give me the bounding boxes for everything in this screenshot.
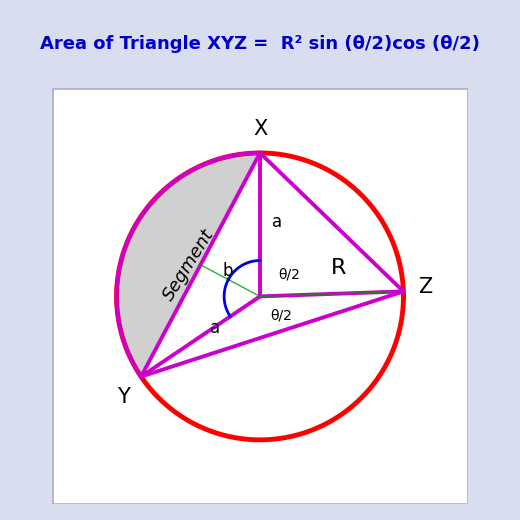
Text: R: R — [331, 258, 346, 278]
Text: Segment: Segment — [159, 226, 217, 304]
Text: b: b — [222, 262, 233, 280]
Text: Z: Z — [418, 277, 432, 297]
Text: θ/2: θ/2 — [278, 268, 300, 282]
Text: Y: Y — [116, 387, 129, 407]
Text: Area of Triangle XYZ =  R² sin (θ/2)cos (θ/2): Area of Triangle XYZ = R² sin (θ/2)cos (… — [40, 35, 480, 53]
Text: X: X — [253, 119, 267, 139]
Text: a: a — [272, 213, 282, 231]
Polygon shape — [116, 153, 260, 376]
Text: a: a — [210, 319, 220, 337]
Text: θ/2: θ/2 — [270, 308, 292, 322]
